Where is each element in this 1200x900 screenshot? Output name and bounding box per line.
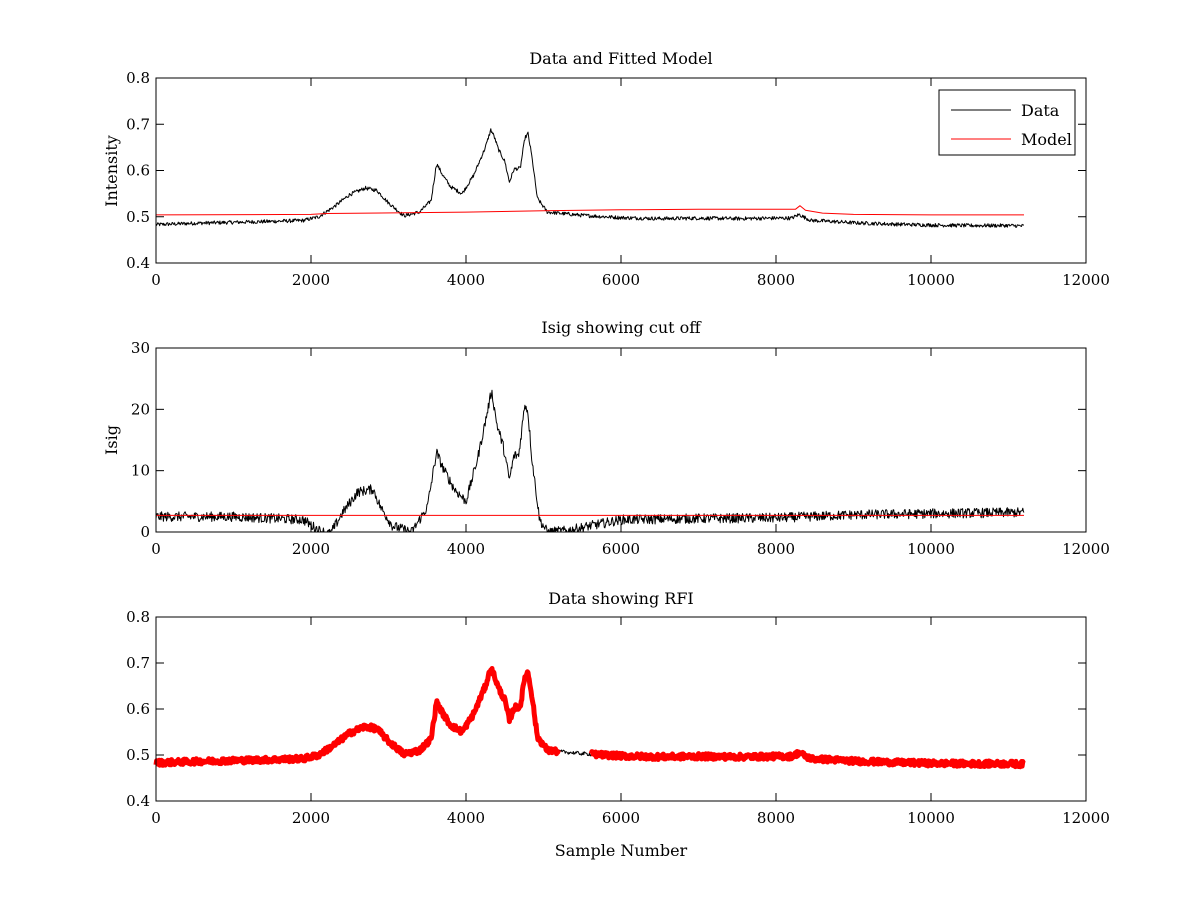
x-tick-label: 8000	[757, 540, 795, 558]
x-tick-label: 10000	[907, 809, 955, 827]
y-tick-label: 20	[131, 400, 150, 418]
y-tick-label: 0.4	[126, 792, 150, 810]
panel-title: Data and Fitted Model	[529, 49, 712, 68]
y-tick-label: 0.6	[126, 700, 150, 718]
y-tick-label: 0	[140, 523, 150, 541]
y-tick-label: 0.8	[126, 608, 150, 626]
x-tick-label: 0	[151, 809, 161, 827]
y-axis-label: Intensity	[102, 135, 121, 207]
x-tick-label: 12000	[1062, 540, 1110, 558]
y-tick-label: 10	[131, 462, 150, 480]
x-tick-label: 10000	[907, 540, 955, 558]
x-tick-label: 4000	[447, 809, 485, 827]
x-tick-label: 12000	[1062, 271, 1110, 289]
series-line-model	[155, 205, 1024, 216]
x-tick-label: 10000	[907, 271, 955, 289]
y-tick-label: 0.8	[126, 69, 150, 87]
x-tick-label: 12000	[1062, 809, 1110, 827]
panel-data-and-model: Data and Fitted Model Intensity 0 2000 400…	[102, 49, 1110, 289]
legend-box	[938, 89, 1076, 156]
plot-area: 0 2000 4000 6000 8000 10000 12000 0 10 20 30	[131, 339, 1110, 558]
y-tick-label: 0.4	[126, 254, 150, 272]
x-tick-label: 2000	[292, 809, 330, 827]
panel-title: Data showing RFI	[548, 589, 693, 608]
x-tick-label: 2000	[292, 271, 330, 289]
legend-label-model: Model	[1021, 130, 1072, 149]
x-tick-label: 8000	[757, 271, 795, 289]
y-axis-label: Isig	[102, 425, 121, 455]
x-tick-label: 0	[151, 540, 161, 558]
x-tick-label: 4000	[447, 271, 485, 289]
x-tick-label: 8000	[757, 809, 795, 827]
x-tick-label: 4000	[447, 540, 485, 558]
legend-label-data: Data	[1021, 101, 1060, 120]
y-tick-label: 30	[131, 339, 150, 357]
y-tick-label: 0.7	[126, 654, 150, 672]
x-tick-label: 0	[151, 271, 161, 289]
x-tick-label: 6000	[602, 809, 640, 827]
x-tick-label: 2000	[292, 540, 330, 558]
legend: Data Model	[938, 89, 1076, 156]
panel-rfi: Data showing RFI Sample Number 0 2000 4000…	[126, 589, 1110, 860]
y-tick-label: 0.6	[126, 162, 150, 180]
y-tick-label: 0.5	[126, 746, 150, 764]
x-tick-label: 6000	[602, 540, 640, 558]
series-line-data	[155, 128, 1024, 228]
x-axis-label: Sample Number	[555, 841, 688, 860]
y-tick-label: 0.7	[126, 115, 150, 133]
plot-area: 0 2000 4000 6000 8000 10000 12000 0.4 0.5 0.6 0.7 0…	[126, 608, 1110, 827]
series-line-rfi	[153, 666, 1026, 770]
panel-isig-cutoff: Isig showing cut off Isig 0 2000 4000 6000 8…	[102, 318, 1110, 558]
x-tick-label: 6000	[602, 271, 640, 289]
plot-area: 0 2000 4000 6000 8000 10000 12000 0.4 0.5 0.6 0.7 0…	[126, 69, 1110, 289]
panel-title: Isig showing cut off	[541, 318, 702, 337]
y-tick-label: 0.5	[126, 208, 150, 226]
